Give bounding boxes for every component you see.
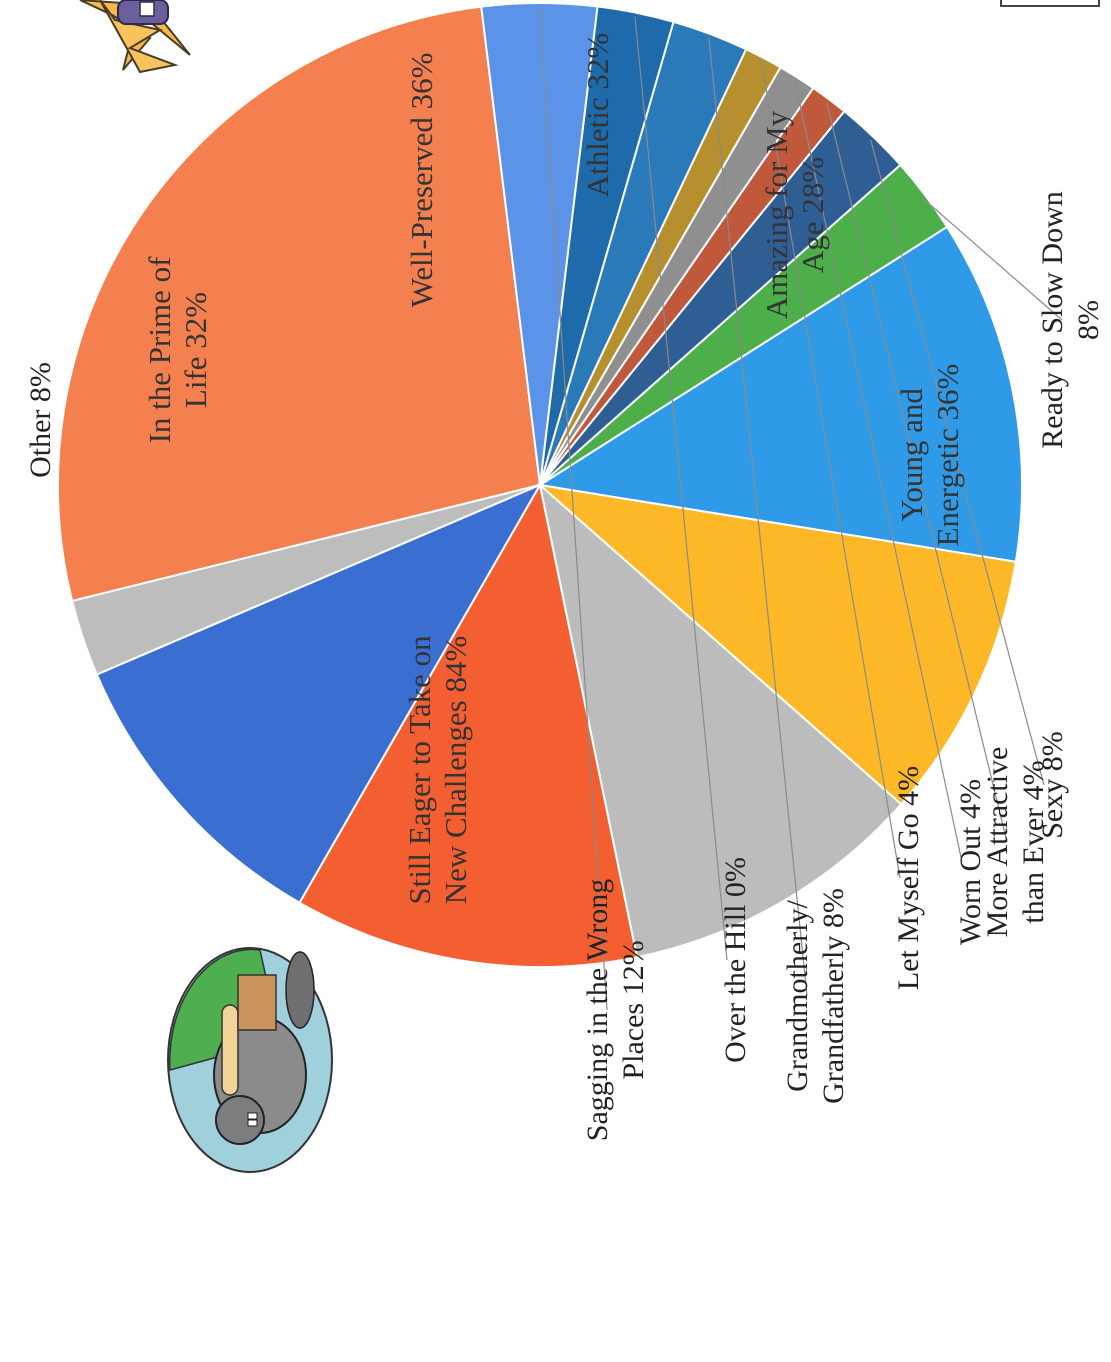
slice-label-sagging-in-the-wrong-places-12: Sagging in the Wrong Places 12%	[581, 879, 650, 1141]
slice-label-sexy-8: Sexy 8%	[1036, 731, 1069, 839]
slice-label-ready-to-slow-down-8: Ready to Slow Down 8%	[1036, 191, 1105, 449]
pie-slice-sagging-in-the-wrong-places-12	[480, 2, 599, 486]
slice-label-amazing-for-my-age-28: Amazing for MyAge 28%	[759, 110, 830, 319]
leader-line-grandmotherly-grandfatherly-8	[708, 37, 808, 997]
slice-label-well-preserved-36: Well-Preserved 36%	[404, 53, 439, 308]
corner-box	[1000, 0, 1100, 7]
pie-slice-young-and-energetic-36	[537, 225, 1023, 563]
slice-label-over-the-hill-0: Over the Hill 0%	[719, 857, 752, 1063]
slice-label-worn-out-4: Worn Out 4%	[954, 779, 987, 945]
leader-line-ready-to-slow-down-8	[921, 196, 1063, 321]
slice-label-athletic-32: Athletic 32%	[580, 33, 615, 197]
leader-line-more-attractive-than-ever-4	[826, 102, 1008, 843]
slice-label-in-the-prime-of-life-32: In the Prime ofLife 32%	[142, 256, 213, 443]
pie-slice-amazing-for-my-age-28	[536, 483, 1018, 806]
slice-label-still-eager-to-take-on-new-challenges-84: Still Eager to Take onNew Challenges 84%	[402, 635, 473, 905]
leader-line-sagging-in-the-wrong-places-12	[538, 6, 608, 1011]
slice-label-other-8: Other 8%	[24, 362, 57, 478]
slice-label-more-attractive-than-ever-4: More Attractive than Ever 4%	[981, 747, 1050, 938]
leader-line-over-the-hill-0	[634, 16, 728, 961]
leader-line-sexy-8	[870, 139, 1045, 786]
pie-slice-still-eager-to-take-on-new-challenges-84	[57, 5, 542, 603]
pie-slice-in-the-prime-of-life-32	[95, 482, 543, 905]
sun-character-icon	[79, 0, 191, 74]
beaver-with-rolling-pin-icon	[167, 947, 333, 1173]
leader-line-worn-out-4	[794, 80, 963, 863]
slice-label-let-myself-go-4: Let Myself Go 4%	[892, 766, 925, 990]
pie-slice-athletic-32	[538, 482, 903, 959]
pie-slice-well-preserved-36	[298, 482, 639, 968]
slice-label-young-and-energetic-36: Young andEnergetic 36%	[894, 364, 965, 547]
leader-line-let-myself-go-4	[760, 61, 901, 879]
slice-label-grandmotherly-grandfatherly-8: Grandmotherly/Grandfatherly 8%	[781, 888, 850, 1104]
